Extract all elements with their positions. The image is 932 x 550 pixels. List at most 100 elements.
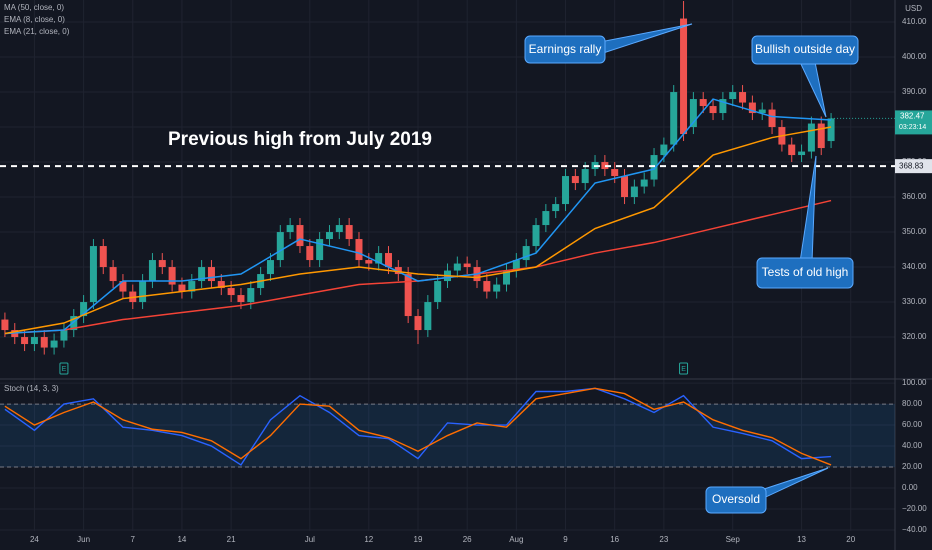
candle-body xyxy=(768,109,776,128)
candle-body xyxy=(807,123,815,152)
y-tick-label: 100.00 xyxy=(902,378,927,387)
candle-body xyxy=(532,225,540,247)
x-tick-label: Aug xyxy=(509,535,523,544)
candle-body xyxy=(168,267,176,285)
candle-body xyxy=(148,260,156,282)
candle-body xyxy=(434,281,442,303)
y-tick-label: 360.00 xyxy=(902,192,927,201)
candle-body xyxy=(581,169,589,184)
candle-body xyxy=(670,92,678,145)
legend-item: MA (50, close, 0) xyxy=(4,3,64,12)
x-tick-label: Sep xyxy=(726,535,741,544)
x-tick-label: Jun xyxy=(77,535,90,544)
indicator-line xyxy=(4,98,832,335)
candle-body xyxy=(109,267,117,282)
x-tick-label: 26 xyxy=(463,535,472,544)
annotation: Earnings rally xyxy=(529,42,602,56)
candle-body xyxy=(40,337,48,348)
candle-body xyxy=(30,337,38,345)
candle-body xyxy=(689,99,697,128)
legend-item: Stoch (14, 3, 3) xyxy=(4,384,59,393)
candle-body xyxy=(198,267,206,282)
earnings-label: E xyxy=(62,366,67,373)
candle-body xyxy=(621,176,629,198)
candle-body xyxy=(424,302,432,331)
candle-body xyxy=(788,144,796,156)
candle-body xyxy=(217,281,225,289)
candle-body xyxy=(365,260,373,264)
candle-body xyxy=(207,267,215,282)
candle-body xyxy=(798,151,806,156)
y-tick-label: 320.00 xyxy=(902,332,927,341)
candle-body xyxy=(227,288,235,296)
y-tick-label: 80.00 xyxy=(902,399,923,408)
candle-body xyxy=(729,92,737,100)
y-tick-label: 390.00 xyxy=(902,87,927,96)
candle-body xyxy=(748,102,756,114)
candle-body xyxy=(562,176,570,205)
x-tick-label: 12 xyxy=(364,535,373,544)
candle-body xyxy=(266,260,274,275)
candle-body xyxy=(680,18,688,135)
candle-body xyxy=(99,246,107,268)
candle-body xyxy=(50,340,58,348)
candle-body xyxy=(188,281,196,292)
candle-body xyxy=(355,239,363,261)
annotation: Tests of old high xyxy=(762,265,849,279)
annotation: Oversold xyxy=(712,492,760,506)
candle-body xyxy=(404,274,412,317)
candle-body xyxy=(1,319,9,331)
x-tick-label: 20 xyxy=(846,535,855,544)
countdown: 03:23:14 xyxy=(899,124,926,131)
earnings-label: E xyxy=(681,366,686,373)
x-tick-label: 23 xyxy=(659,535,668,544)
y-tick-label: 40.00 xyxy=(902,441,923,450)
x-tick-label: 14 xyxy=(177,535,186,544)
candle-body xyxy=(335,225,343,233)
candle-body xyxy=(89,246,97,303)
candle-body xyxy=(611,169,619,177)
candle-body xyxy=(80,302,88,317)
candle-body xyxy=(571,176,579,184)
candle-body xyxy=(699,99,707,107)
last-price-badge xyxy=(895,110,932,135)
candle-body xyxy=(276,232,284,261)
y-tick-label: −20.00 xyxy=(902,504,927,513)
y-tick-label: −40.00 xyxy=(902,525,927,534)
candle-body xyxy=(463,263,471,268)
candle-body xyxy=(552,204,560,212)
candle-body xyxy=(384,253,392,268)
candle-body xyxy=(483,281,491,292)
candle-body xyxy=(493,284,501,292)
candle-body xyxy=(286,225,294,233)
candle-body xyxy=(139,281,147,303)
candle-body xyxy=(237,295,245,303)
x-tick-label: 16 xyxy=(610,535,619,544)
level-badge xyxy=(895,159,932,174)
y-tick-label: 410.00 xyxy=(902,17,927,26)
candle-body xyxy=(817,123,825,149)
indicator-line xyxy=(4,126,832,335)
candle-body xyxy=(296,225,304,247)
callout: Earnings rally xyxy=(524,23,693,64)
callout: Oversold xyxy=(705,467,829,514)
callout: Tests of old high xyxy=(756,155,854,289)
x-tick-label: 24 xyxy=(30,535,39,544)
stoch-line xyxy=(4,387,832,466)
candle-body xyxy=(325,232,333,240)
candle-body xyxy=(375,253,383,264)
candle-body xyxy=(70,316,78,331)
candle-body xyxy=(650,155,658,180)
candle-body xyxy=(522,246,530,261)
candle-body xyxy=(306,246,314,261)
candle-body xyxy=(827,118,835,142)
annotation: Bullish outside day xyxy=(755,42,855,56)
candle-body xyxy=(158,260,166,268)
candle-body xyxy=(739,92,747,103)
candle-body xyxy=(345,225,353,240)
candle-body xyxy=(640,179,648,187)
candle-body xyxy=(394,267,402,275)
callout: Bullish outside day xyxy=(751,35,859,118)
